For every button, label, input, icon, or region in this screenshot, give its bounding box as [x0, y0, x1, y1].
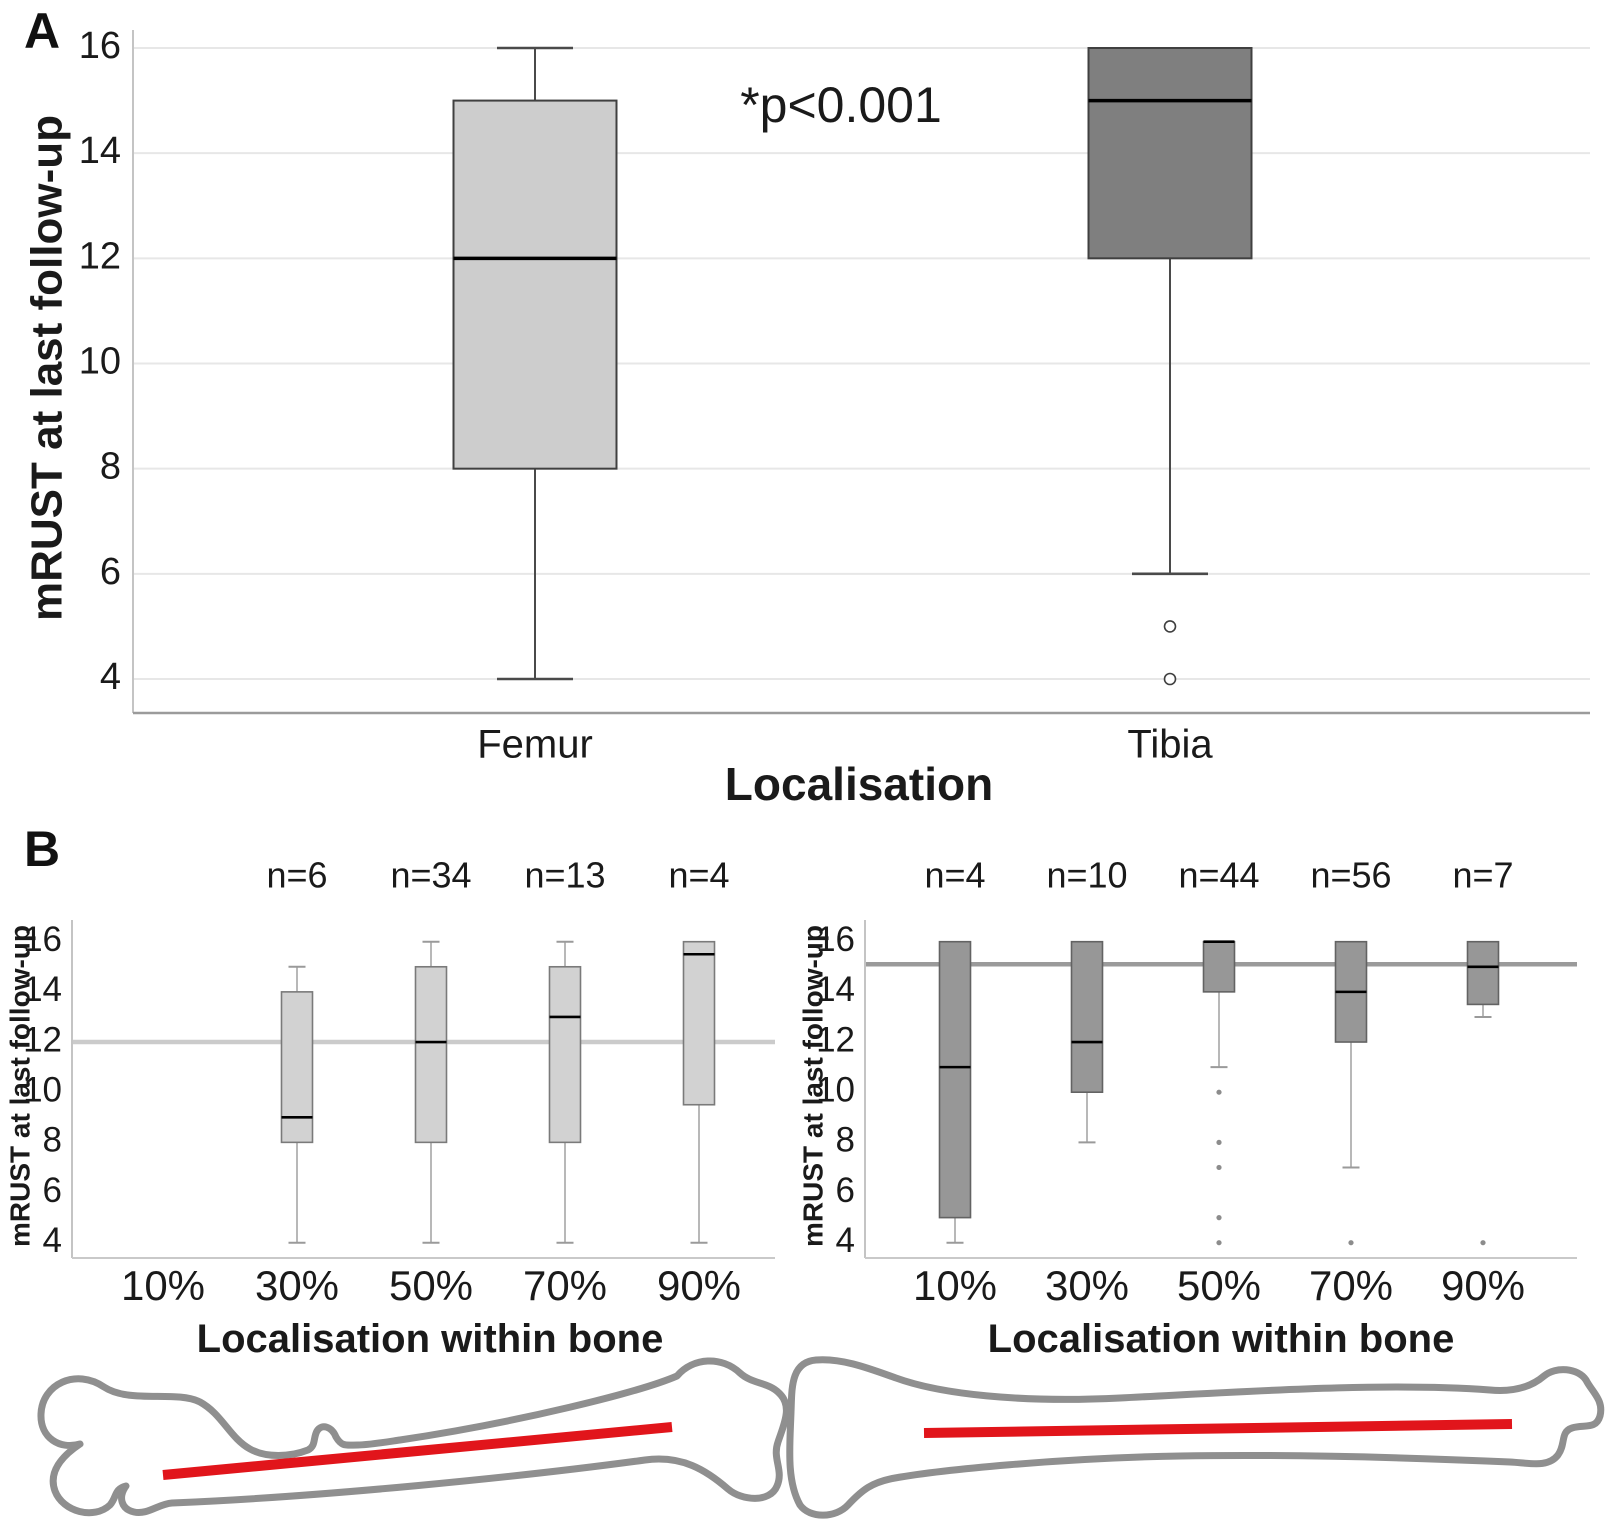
outlier-point — [1348, 1240, 1354, 1246]
box-Tibia — [1087, 47, 1253, 260]
outlier-point — [1216, 1215, 1222, 1221]
tibia-intramedullary-red-line — [923, 1419, 1513, 1438]
y-tick-label: 14 — [23, 970, 62, 1009]
y-tick-label: 4 — [836, 1221, 855, 1260]
count-label: n=7 — [1452, 855, 1513, 896]
y-tick-label: 10 — [23, 1070, 62, 1109]
y-tick-label: 6 — [43, 1171, 62, 1210]
x-tick-label: 70% — [1309, 1262, 1393, 1309]
x-tick-label: Femur — [477, 723, 593, 767]
y-tick-label: 4 — [100, 656, 121, 698]
y-tick-label: 12 — [79, 235, 121, 277]
count-label: n=4 — [924, 855, 985, 896]
count-label: n=6 — [266, 855, 327, 896]
femur-intramedullary-red-line — [162, 1422, 673, 1480]
box-Femur — [452, 99, 618, 470]
y-tick-label: 8 — [100, 446, 121, 488]
y-tick-label: 10 — [79, 341, 121, 383]
y-tick-label: 8 — [836, 1121, 855, 1160]
y-tick-label: 6 — [836, 1171, 855, 1210]
count-label: n=4 — [668, 855, 729, 896]
x-tick-label: 30% — [1045, 1262, 1129, 1309]
count-label: n=13 — [524, 855, 605, 896]
x-tick-label: 10% — [913, 1262, 997, 1309]
outlier-point — [1216, 1164, 1222, 1171]
x-tick-label: 90% — [1441, 1262, 1525, 1309]
count-label: n=56 — [1310, 855, 1391, 896]
y-tick-label: 14 — [816, 970, 855, 1009]
box-70% — [548, 965, 582, 1144]
y-axis-title: mRUST at last follow-up — [23, 115, 72, 621]
y-tick-label: 6 — [100, 551, 121, 593]
x-tick-label: 70% — [523, 1262, 607, 1309]
x-tick-label: 10% — [121, 1262, 205, 1309]
box-90% — [1466, 940, 1500, 1006]
panel-b-label: B — [24, 821, 61, 877]
x-tick-label: 90% — [657, 1262, 741, 1309]
outlier-point — [1216, 1240, 1222, 1246]
box-30% — [280, 991, 314, 1144]
y-tick-label: 14 — [79, 130, 121, 172]
y-tick-label: 12 — [816, 1020, 855, 1059]
box-10% — [938, 940, 972, 1219]
outlier-point — [1216, 1139, 1222, 1145]
outlier-point — [1480, 1240, 1486, 1246]
count-label: n=10 — [1046, 855, 1127, 896]
x-tick-label: 50% — [1177, 1262, 1261, 1309]
box-90% — [682, 940, 716, 1106]
outlier-point — [1163, 620, 1177, 633]
y-axis-title: mRUST at last follow-up — [797, 925, 828, 1247]
y-tick-label: 8 — [43, 1121, 62, 1160]
tibia-outline-illustration — [786, 1356, 1605, 1519]
y-tick-label: 10 — [816, 1070, 855, 1109]
outlier-point — [1216, 1089, 1222, 1095]
outlier-point — [1163, 672, 1177, 686]
count-label: n=44 — [1178, 855, 1259, 896]
box-30% — [1070, 940, 1104, 1093]
count-label: n=34 — [390, 855, 471, 896]
p-value-annotation: *p<0.001 — [740, 77, 942, 133]
y-tick-label: 4 — [43, 1221, 62, 1260]
y-tick-label: 16 — [816, 920, 855, 959]
x-tick-label: 50% — [389, 1262, 473, 1309]
y-tick-label: 16 — [79, 25, 121, 67]
x-axis-title: Localisation within bone — [988, 1317, 1455, 1361]
charts-layer: 4 6 8 10 12 14 16 Femur Tibia Localisation mRUST a… — [4, 25, 1590, 1361]
x-tick-label: 30% — [255, 1262, 339, 1309]
box-50% — [1202, 940, 1236, 993]
x-axis-title: Localisation within bone — [197, 1317, 664, 1361]
panel-a-label: A — [24, 3, 61, 59]
y-tick-label: 16 — [23, 920, 62, 959]
box-50% — [414, 965, 448, 1144]
femur-outline-illustration — [37, 1357, 790, 1517]
x-tick-label: Tibia — [1127, 723, 1213, 767]
y-tick-label: 12 — [23, 1020, 62, 1059]
bone-illustrations — [37, 1356, 1605, 1519]
y-axis-title: mRUST at last follow-up — [4, 925, 35, 1247]
x-axis-title: Localisation — [725, 758, 993, 810]
